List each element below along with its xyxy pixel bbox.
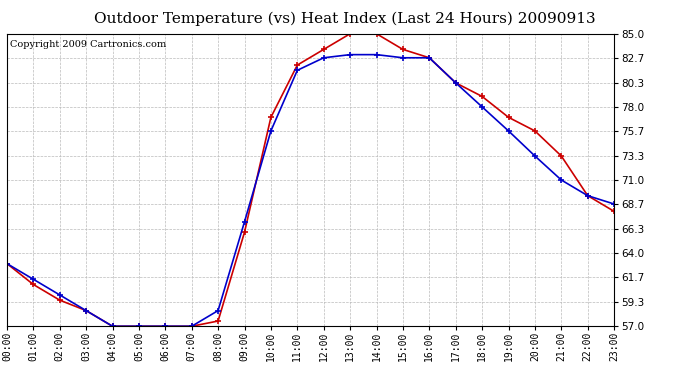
Text: Outdoor Temperature (vs) Heat Index (Last 24 Hours) 20090913: Outdoor Temperature (vs) Heat Index (Las… bbox=[95, 11, 595, 26]
Text: Copyright 2009 Cartronics.com: Copyright 2009 Cartronics.com bbox=[10, 40, 166, 49]
